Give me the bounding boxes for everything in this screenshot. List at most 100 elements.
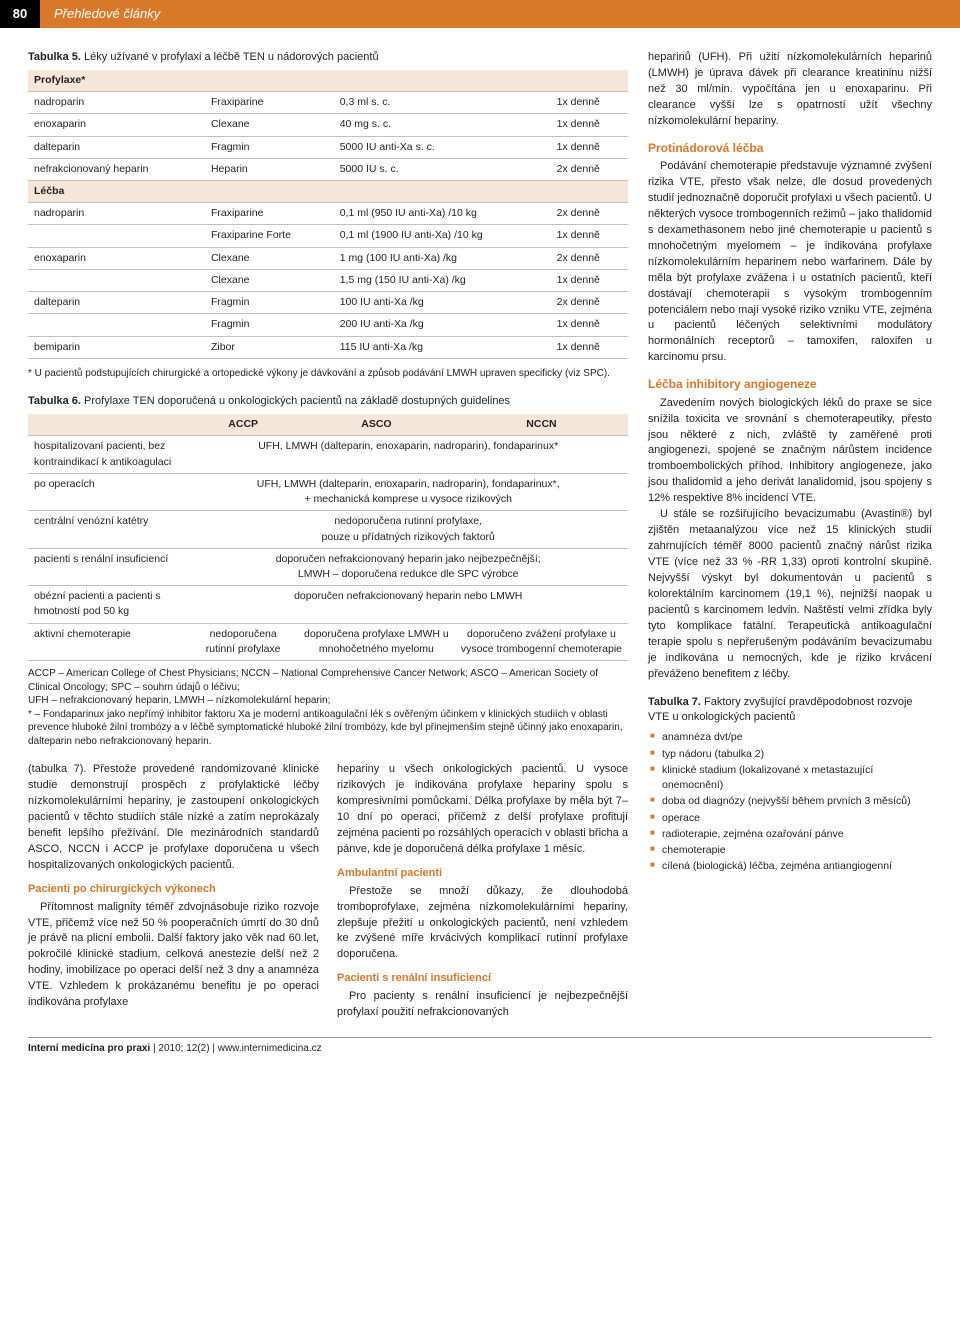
table-row: nefrakcionovaný heparinHeparin5000 IU s.… xyxy=(28,158,628,180)
header-strip: 80 Přehledové články xyxy=(0,0,960,28)
table-cell: 200 IU anti-Xa /kg xyxy=(334,314,551,336)
right-p1: heparinů (UFH). Při užití nízkomolekulár… xyxy=(648,50,932,130)
list-item: typ nádoru (tabulka 2) xyxy=(650,747,932,762)
table-cell: Clexane xyxy=(205,247,334,269)
table-cell: 1,5 mg (150 IU anti-Xa) /kg xyxy=(334,269,551,291)
table5-sec1: Profylaxe* xyxy=(28,70,628,92)
table-row: dalteparinFragmin100 IU anti-Xa /kg2x de… xyxy=(28,292,628,314)
table5-title-bold: Tabulka 5. xyxy=(28,51,81,63)
table-cell: UFH, LMWH (dalteparin, enoxaparin, nadro… xyxy=(188,436,628,473)
table-cell: centrální venózní katétry xyxy=(28,511,188,548)
table-row: Fraxiparine Forte0,1 ml (1900 IU anti-Xa… xyxy=(28,225,628,247)
left-text-columns: (tabulka 7). Přestože provedené randomiz… xyxy=(28,762,628,1021)
table-row: enoxaparinClexane1 mg (100 IU anti-Xa) /… xyxy=(28,247,628,269)
left-p5: Pro pacienty s renální insuficiencí je n… xyxy=(337,989,628,1021)
right-p2: Podávání chemoterapie představuje význam… xyxy=(648,159,932,366)
table-cell: 2x denně xyxy=(551,247,628,269)
table-cell: 5000 IU s. c. xyxy=(334,158,551,180)
table-cell: 1x denně xyxy=(551,114,628,136)
list-item: doba od diagnózy (nejvyšší během prvních… xyxy=(650,794,932,809)
table-cell: nadroparin xyxy=(28,92,205,114)
table-cell: doporučena profylaxe LMWH u mnohočetného… xyxy=(298,623,455,660)
table5: Profylaxe* nadroparinFraxiparine0,3 ml s… xyxy=(28,70,628,359)
table-cell: enoxaparin xyxy=(28,247,205,269)
table-row: dalteparinFragmin5000 IU anti-Xa s. c.1x… xyxy=(28,136,628,158)
table-cell: hospitalizovaní pacienti, bez kontraindi… xyxy=(28,436,188,473)
table-cell: dalteparin xyxy=(28,136,205,158)
table-header-cell: ASCO xyxy=(298,414,455,436)
table-cell: 40 mg s. c. xyxy=(334,114,551,136)
table-row: enoxaparinClexane40 mg s. c.1x denně xyxy=(28,114,628,136)
right-h2: Léčba inhibitory angiogeneze xyxy=(648,376,932,393)
table-row: centrální venózní katétrynedoporučena ru… xyxy=(28,511,628,548)
table-cell: doporučen nefrakcionovaný heparin jako n… xyxy=(188,548,628,585)
table7-title: Tabulka 7. Faktory zvyšující pravděpodob… xyxy=(648,695,932,727)
table-cell: doporučen nefrakcionovaný heparin nebo L… xyxy=(188,586,628,623)
table-cell: Clexane xyxy=(205,114,334,136)
table7-title-bold: Tabulka 7. xyxy=(648,696,701,708)
table-cell: Fraxiparine xyxy=(205,92,334,114)
table-cell: Fragmin xyxy=(205,314,334,336)
table-cell: dalteparin xyxy=(28,292,205,314)
table-cell xyxy=(28,314,205,336)
table-header-cell: ACCP xyxy=(188,414,297,436)
table7: Tabulka 7. Faktory zvyšující pravděpodob… xyxy=(648,695,932,875)
table7-list: anamnéza dvt/petyp nádoru (tabulka 2)kli… xyxy=(648,730,932,874)
table-cell: nefrakcionovaný heparin xyxy=(28,158,205,180)
table-cell: nedoporučena rutinní profylaxe, pouze u … xyxy=(188,511,628,548)
table-cell: 2x denně xyxy=(551,203,628,225)
table-cell: 1x denně xyxy=(551,136,628,158)
table-cell: bemiparin xyxy=(28,336,205,358)
table5-sec2: Léčba xyxy=(28,181,628,203)
table-cell xyxy=(28,225,205,247)
table-row: hospitalizovaní pacienti, bez kontraindi… xyxy=(28,436,628,473)
left-subcol-1: (tabulka 7). Přestože provedené randomiz… xyxy=(28,762,319,1021)
table-row: bemiparinZibor115 IU anti-Xa /kg1x denně xyxy=(28,336,628,358)
list-item: anamnéza dvt/pe xyxy=(650,730,932,745)
table5-foot: * U pacientů podstupujících chirurgické … xyxy=(28,367,628,381)
table-row: nadroparinFraxiparine0,3 ml s. c.1x denn… xyxy=(28,92,628,114)
table5-title: Tabulka 5. Léky užívané v profylaxi a lé… xyxy=(28,50,628,66)
table6-title-rest: Profylaxe TEN doporučená u onkologických… xyxy=(81,395,510,407)
table-cell: 0,3 ml s. c. xyxy=(334,92,551,114)
table-row: pacienti s renální insuficiencídoporučen… xyxy=(28,548,628,585)
table-cell: nadroparin xyxy=(28,203,205,225)
table-cell: Fragmin xyxy=(205,136,334,158)
footer: Interní medicína pro praxi | 2010; 12(2)… xyxy=(28,1037,932,1057)
table-cell: 2x denně xyxy=(551,158,628,180)
table-row: obézní pacienti a pacienti s hmotností p… xyxy=(28,586,628,623)
list-item: radioterapie, zejména ozařování pánve xyxy=(650,827,932,842)
right-p3: Zavedením nových biologických léků do pr… xyxy=(648,396,932,508)
list-item: operace xyxy=(650,811,932,826)
table-cell: Fragmin xyxy=(205,292,334,314)
table6-title-bold: Tabulka 6. xyxy=(28,395,81,407)
table-cell: aktivní chemoterapie xyxy=(28,623,188,660)
table-cell: 1 mg (100 IU anti-Xa) /kg xyxy=(334,247,551,269)
table-cell: po operacích xyxy=(28,473,188,510)
table-row: Fragmin200 IU anti-Xa /kg1x denně xyxy=(28,314,628,336)
table6-title: Tabulka 6. Profylaxe TEN doporučená u on… xyxy=(28,394,628,410)
table-cell: Fraxiparine xyxy=(205,203,334,225)
section-title: Přehledové články xyxy=(54,5,160,24)
left-h1: Pacienti po chirurgických výkonech xyxy=(28,882,319,898)
right-h1: Protinádorová léčba xyxy=(648,140,932,157)
left-p1: (tabulka 7). Přestože provedené randomiz… xyxy=(28,762,319,874)
table5-title-rest: Léky užívané v profylaxi a léčbě TEN u n… xyxy=(81,51,379,63)
table-cell: 1x denně xyxy=(551,336,628,358)
list-item: chemoterapie xyxy=(650,843,932,858)
right-p4: U stále se rozšiřujícího bevacizumabu (A… xyxy=(648,507,932,682)
list-item: cílená (biologická) léčba, zejména antia… xyxy=(650,859,932,874)
table-cell xyxy=(28,269,205,291)
footer-rest: | 2010; 12(2) | www.internimedicina.cz xyxy=(150,1043,321,1054)
table-cell: 100 IU anti-Xa /kg xyxy=(334,292,551,314)
table-cell: enoxaparin xyxy=(28,114,205,136)
table-cell: Clexane xyxy=(205,269,334,291)
table-cell: UFH, LMWH (dalteparin, enoxaparin, nadro… xyxy=(188,473,628,510)
left-p4: Přestože se množí důkazy, že dlouhodobá … xyxy=(337,884,628,964)
table-cell: Zibor xyxy=(205,336,334,358)
table-row: nadroparinFraxiparine0,1 ml (950 IU anti… xyxy=(28,203,628,225)
table-row: po operacíchUFH, LMWH (dalteparin, enoxa… xyxy=(28,473,628,510)
table6-foot: ACCP – American College of Chest Physici… xyxy=(28,667,628,748)
table-header-cell xyxy=(28,414,188,436)
table-cell: doporučeno zvážení profylaxe u vysoce tr… xyxy=(455,623,628,660)
